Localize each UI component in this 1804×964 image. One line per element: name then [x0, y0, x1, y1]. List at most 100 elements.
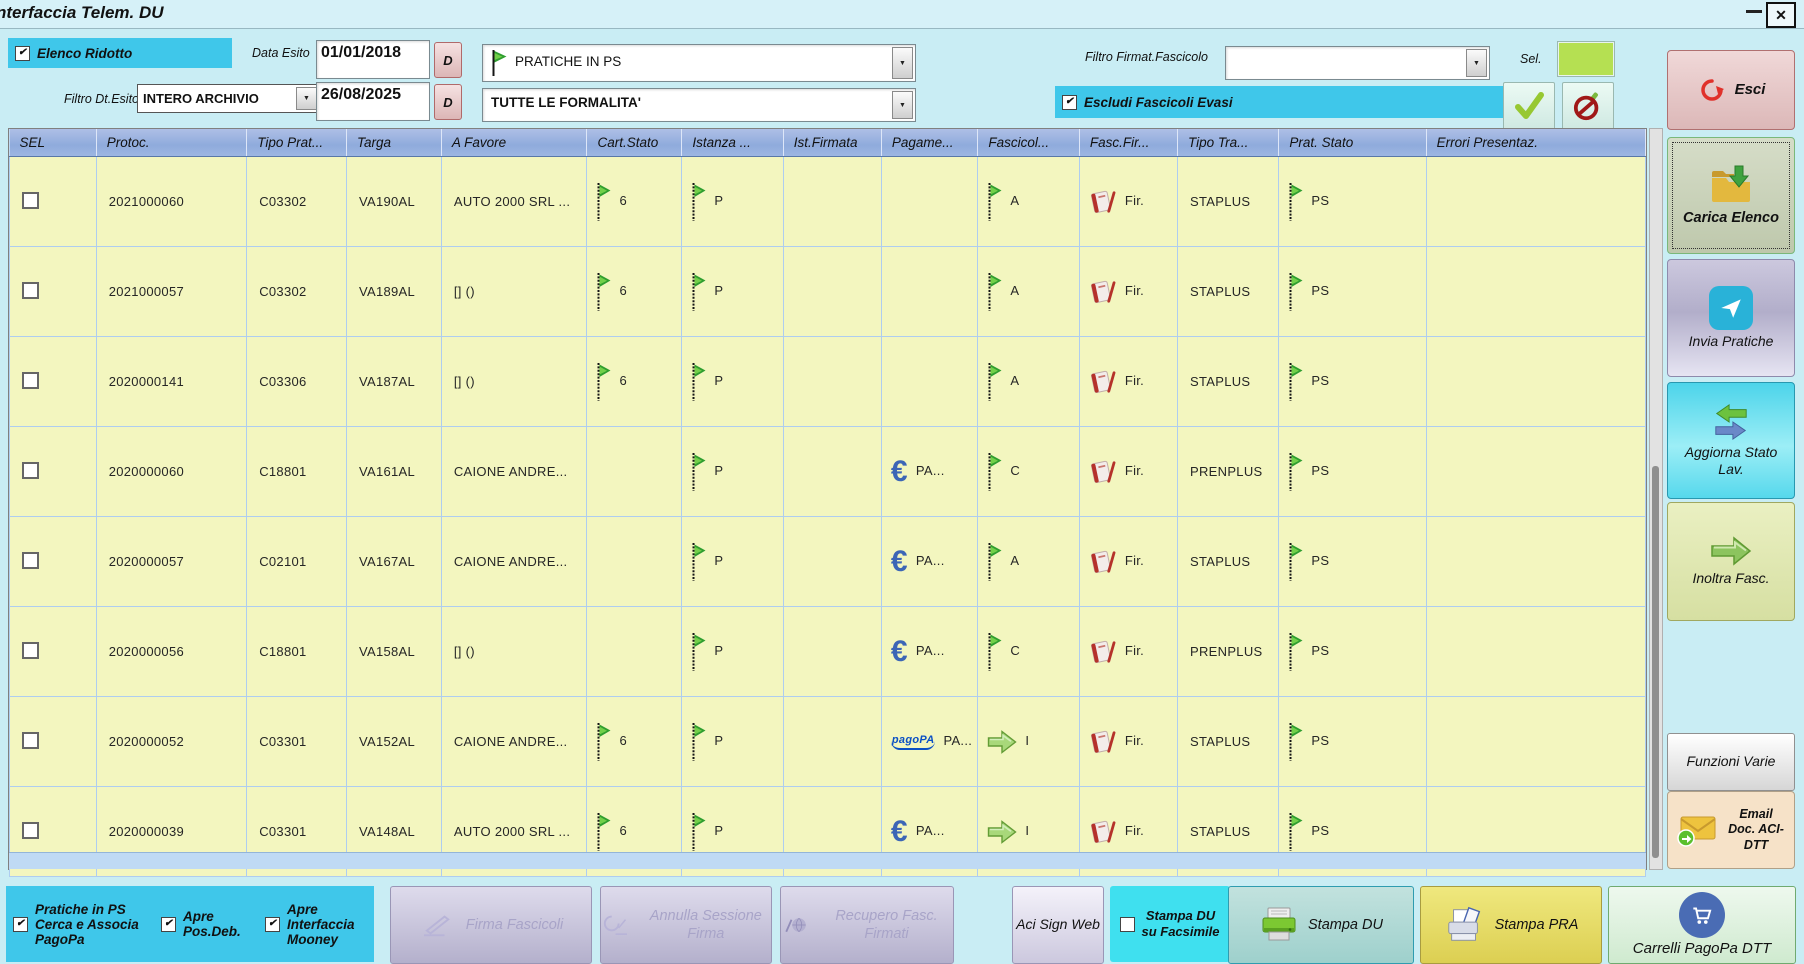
column-header-fascicol-[interactable]: Fascicol... [977, 129, 1080, 157]
date-to-field[interactable]: 26/08/2025 [316, 82, 430, 121]
cell-sel[interactable] [9, 516, 97, 607]
apre-posdeb-toggle[interactable]: Apre Pos.Deb. [154, 886, 266, 962]
cell-errori [1425, 606, 1647, 697]
horizontal-scrollbar[interactable] [9, 852, 1646, 869]
column-header-a-favore[interactable]: A Favore [441, 129, 588, 157]
euro-icon: € [890, 544, 908, 578]
column-header-targa[interactable]: Targa [346, 129, 442, 157]
row-select-checkbox[interactable] [22, 551, 39, 569]
invia-pratiche-label: Invia Pratiche [1688, 332, 1774, 349]
cell-a_favore: [] () [440, 246, 588, 337]
cell-cart_stato: 6 [586, 336, 683, 427]
apre-mooney-checkbox[interactable] [265, 916, 280, 932]
globe-icon [785, 917, 806, 933]
table-row[interactable]: 2020000057 C02101 VA167AL CAIONE ANDRE... P €… [9, 516, 1647, 607]
apre-mooney-toggle[interactable]: Apre Interfaccia Mooney [258, 886, 374, 962]
vertical-scrollbar-thumb[interactable] [1652, 466, 1659, 858]
column-header-tipo-tra-[interactable]: Tipo Tra... [1177, 129, 1280, 157]
cell-sel[interactable] [9, 696, 97, 787]
funzioni-varie-button[interactable]: Funzioni Varie [1667, 733, 1795, 791]
cell-pagamento: € PA... [880, 516, 979, 607]
column-header-prat-stato[interactable]: Prat. Stato [1278, 129, 1427, 157]
close-button[interactable]: ✕ [1766, 2, 1796, 28]
row-select-checkbox[interactable] [22, 731, 39, 749]
cell-sel[interactable] [9, 336, 97, 427]
cell-cart_stato: 6 [586, 696, 683, 787]
column-header-tipo-prat-[interactable]: Tipo Prat... [246, 129, 347, 157]
cell-ist_firmata [782, 336, 882, 427]
cell-sel[interactable] [9, 426, 97, 517]
column-header-ist-firmata[interactable]: Ist.Firmata [783, 129, 882, 157]
cell-errori [1425, 516, 1647, 607]
apre-posdeb-checkbox[interactable] [161, 916, 176, 932]
aci-sign-web-button[interactable]: Aci Sign Web [1012, 886, 1104, 964]
row-select-checkbox[interactable] [22, 191, 39, 209]
cell-sel[interactable] [9, 246, 97, 337]
row-select-checkbox[interactable] [22, 641, 39, 659]
cell-istanza: P [681, 606, 784, 697]
chevron-down-icon[interactable]: ▼ [296, 87, 317, 110]
pratiche-dropdown[interactable]: PRATICHE IN PS ▼ [482, 44, 916, 82]
stampa-du-button[interactable]: Stampa DU [1228, 886, 1414, 964]
table-row[interactable]: 2020000052 C03301 VA152AL CAIONE ANDRE... 6 P… [9, 696, 1647, 787]
stampa-pra-button[interactable]: Stampa PRA [1420, 886, 1602, 964]
column-header-fasc-fir-[interactable]: Fasc.Fir... [1079, 129, 1179, 157]
cell-prat_stato: PS [1278, 336, 1427, 427]
elenco-ridotto-toggle[interactable]: Elenco Ridotto [8, 38, 232, 68]
chevron-down-icon[interactable]: ▼ [1466, 49, 1487, 77]
column-header-sel[interactable]: SEL [9, 129, 97, 157]
pratiche-dropdown-value: PRATICHE IN PS [515, 54, 622, 69]
recupero-fasc-label: Recupero Fasc. Firmati [835, 907, 938, 942]
cell-tipo_prat: C18801 [246, 426, 347, 517]
filtro-firmat-dropdown[interactable]: ▼ [1225, 46, 1490, 80]
table-row[interactable]: 2020000141 C03306 VA187AL[] () 6 P A Fir. STAPL… [9, 336, 1647, 427]
filtro-dt-esito-combo[interactable]: INTERO ARCHIVIO ▼ [137, 84, 320, 113]
cell-sel[interactable] [9, 156, 97, 247]
column-header-cart-stato[interactable]: Cart.Stato [586, 129, 683, 157]
row-select-checkbox[interactable] [22, 371, 39, 389]
green-flag-icon [597, 362, 611, 401]
escludi-fascicoli-checkbox[interactable] [1062, 94, 1077, 110]
email-doc-button[interactable]: Email Doc. ACI-DTT [1667, 791, 1795, 869]
table-row[interactable]: 2020000056 C18801 VA158AL[] () P € PA... C Fir.… [9, 606, 1647, 697]
elenco-ridotto-checkbox[interactable] [15, 45, 30, 61]
table-row[interactable]: 2021000057 C03302 VA189AL[] () 6 P A Fir. STAPL… [9, 246, 1647, 337]
column-header-errori-presentaz-[interactable]: Errori Presentaz. [1426, 129, 1647, 157]
pratiche-ps-toggle[interactable]: Pratiche in PS Cerca e Associa PagoPa [6, 886, 162, 962]
esci-button[interactable]: Esci [1667, 50, 1795, 130]
pratiche-ps-checkbox[interactable] [13, 916, 28, 932]
escludi-fascicoli-toggle[interactable]: Escludi Fascicoli Evasi [1055, 86, 1505, 118]
table-row[interactable]: 2021000060 C03302 VA190AL AUTO 2000 SRL ...… [9, 156, 1647, 247]
stampa-facsimile-toggle[interactable]: Stampa DU su Facsimile [1110, 886, 1230, 962]
green-flag-icon [692, 632, 706, 671]
confirm-filter-button[interactable] [1503, 82, 1555, 130]
column-header-istanza-[interactable]: Istanza ... [681, 129, 784, 157]
row-select-checkbox[interactable] [22, 461, 39, 479]
row-select-checkbox[interactable] [22, 821, 39, 839]
stampa-facsimile-checkbox[interactable] [1119, 916, 1135, 932]
inoltra-fasc-button[interactable]: Inoltra Fasc. [1667, 502, 1795, 621]
chevron-down-icon[interactable]: ▼ [892, 47, 913, 79]
apre-mooney-label: Apre Interfaccia Mooney [287, 901, 355, 947]
minimize-button[interactable] [1746, 10, 1762, 13]
invia-pratiche-button[interactable]: Invia Pratiche [1667, 259, 1795, 377]
cell-sel[interactable] [9, 606, 97, 697]
cell-a_favore: CAIONE ANDRE... [440, 516, 588, 607]
clear-filter-button[interactable] [1562, 82, 1614, 130]
cell-protoc: 2020000057 [95, 516, 248, 607]
date-from-d-button[interactable]: D [434, 42, 462, 78]
date-from-field[interactable]: 01/01/2018 [316, 40, 430, 79]
carrelli-pagopa-button[interactable]: Carrelli PagoPa DTT [1608, 886, 1796, 964]
table-row[interactable]: 2020000060 C18801 VA161AL CAIONE ANDRE... P €… [9, 426, 1647, 517]
date-to-d-button[interactable]: D [434, 84, 462, 120]
chevron-down-icon[interactable]: ▼ [892, 91, 913, 119]
formalita-dropdown[interactable]: TUTTE LE FORMALITA' ▼ [482, 88, 916, 122]
cell-tipo_prat: C03306 [246, 336, 347, 427]
row-select-checkbox[interactable] [22, 281, 39, 299]
aggiorna-stato-button[interactable]: Aggiorna Stato Lav. [1667, 382, 1795, 499]
green-flag-icon [988, 272, 1002, 311]
cell-tipo_tra: PRENPLUS [1176, 426, 1280, 517]
carica-elenco-button[interactable]: Carica Elenco [1667, 137, 1795, 254]
column-header-pagame-[interactable]: Pagame... [881, 129, 979, 157]
column-header-protoc-[interactable]: Protoc. [96, 129, 248, 157]
